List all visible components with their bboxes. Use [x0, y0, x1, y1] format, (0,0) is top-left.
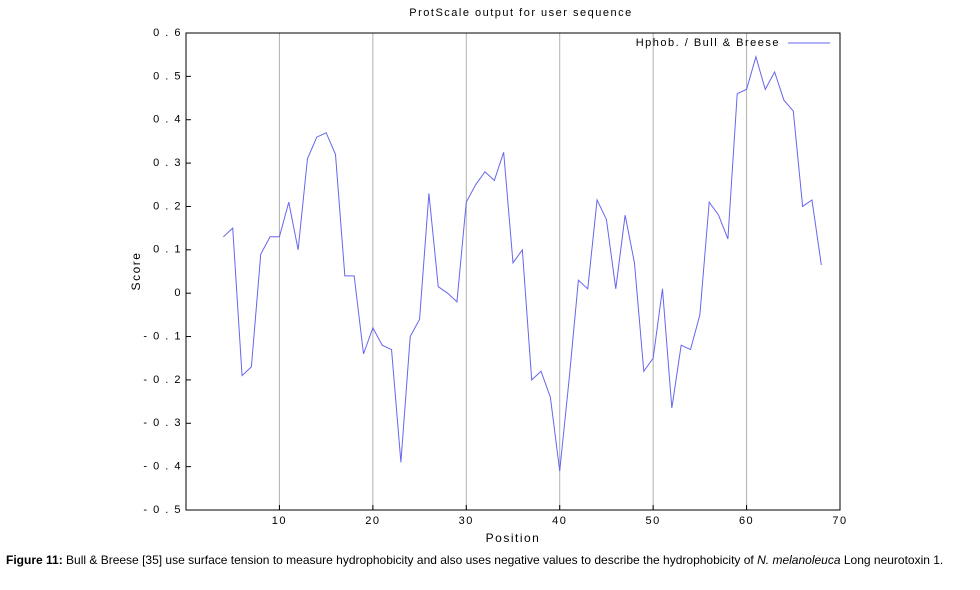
y-tick-label: 0 . 6: [153, 27, 182, 39]
line-series: [223, 55, 822, 472]
x-tick-label: 70: [832, 515, 847, 527]
y-tick-label: - 0 . 1: [143, 330, 182, 342]
y-tick-label: - 0 . 2: [143, 374, 182, 386]
y-tick-label: 0 . 1: [153, 244, 182, 256]
y-tick-label: - 0 . 5: [143, 504, 182, 516]
y-tick-label: - 0 . 3: [143, 417, 182, 429]
x-tick-label: 30: [459, 515, 474, 527]
y-tick-label: 0 . 5: [153, 70, 182, 82]
y-axis-label: Score: [129, 252, 143, 291]
x-tick-label: 40: [552, 515, 567, 527]
y-tick-label: - 0 . 4: [143, 461, 182, 473]
plot-frame: [185, 32, 841, 511]
legend-label: Hphob. / Bull & Breese: [636, 37, 780, 49]
caption-label: Figure 11:: [6, 553, 63, 567]
chart-title: ProtScale output for user sequence: [409, 7, 632, 19]
y-tick-label: 0 . 4: [153, 114, 182, 126]
y-tick-label: 0: [174, 287, 182, 299]
caption: Figure 11: Bull & Breese [35] use surfac…: [6, 553, 974, 568]
x-tick-label: 50: [646, 515, 661, 527]
caption-text: Long neurotoxin 1.: [843, 553, 944, 567]
x-tick-label: 10: [272, 515, 287, 527]
y-tick-label: 0 . 2: [153, 200, 182, 212]
x-tick-label: 20: [365, 515, 380, 527]
x-tick-label: 60: [739, 515, 754, 527]
caption-text: Bull & Breese [35] use surface tension t…: [66, 553, 754, 567]
y-tick-label: 0 . 3: [153, 157, 182, 169]
chart: ProtScale output for user sequence Posit…: [129, 7, 847, 545]
caption-italic: N. melanoleuca: [757, 553, 841, 567]
x-axis-label: Position: [486, 531, 541, 545]
